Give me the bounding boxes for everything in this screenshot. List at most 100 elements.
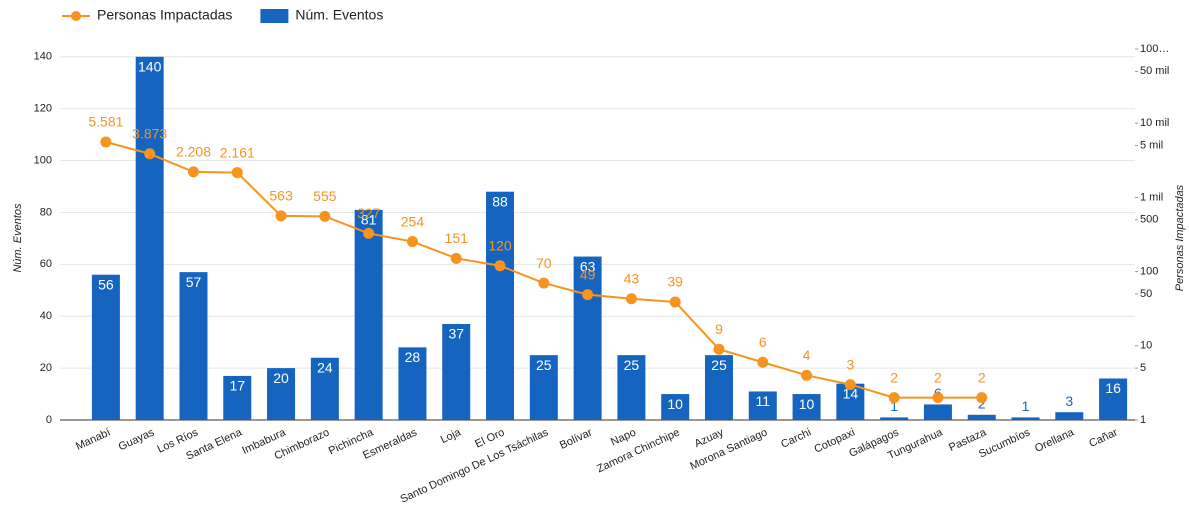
bar-label: 14 [843, 385, 859, 401]
line-label: 327 [357, 205, 381, 221]
line-label: 4 [803, 347, 811, 363]
line-point [801, 369, 813, 381]
x-tick-label: Cañar [1087, 426, 1120, 450]
line-point [100, 136, 112, 148]
line-label: 43 [624, 270, 640, 286]
y-axis-title: Núm. Eventos [12, 203, 24, 273]
bar [617, 355, 646, 420]
x-tick-label: Guayas [117, 426, 157, 453]
line-point [932, 392, 944, 404]
line-point [144, 148, 156, 160]
line-point [976, 392, 988, 404]
bar [704, 355, 733, 420]
line-label: 254 [401, 213, 425, 229]
bar-label: 25 [536, 357, 552, 373]
line-label: 6 [759, 334, 767, 350]
bar-label: 10 [667, 396, 683, 412]
y2-tick-label: 100… [1140, 43, 1169, 55]
x-tick-label: Morona Santiago [688, 426, 769, 472]
y2-axis-title: Personas Impactadas [1174, 184, 1186, 291]
line-label: 2 [890, 369, 898, 385]
line-label: 2 [934, 369, 942, 385]
line-point [888, 392, 900, 404]
bar [923, 404, 952, 420]
x-tick-label: Manabí [74, 426, 112, 452]
legend-label: Personas Impactadas [97, 7, 232, 23]
bar [967, 414, 996, 420]
legend-marker [260, 9, 289, 23]
y-tick-label: 40 [40, 310, 52, 322]
bar [179, 272, 208, 420]
y-tick-label: 60 [40, 258, 52, 270]
line-point [275, 210, 287, 222]
bar-label: 88 [492, 193, 508, 209]
bar [398, 347, 427, 420]
bar-label: 57 [186, 274, 202, 290]
legend-marker [71, 11, 81, 21]
bar-label: 1 [1022, 398, 1030, 414]
bar-label: 20 [273, 370, 289, 386]
line-label: 70 [536, 255, 552, 271]
x-tick-label: Bolívar [558, 426, 594, 451]
y2-tick-label: 50 mil [1140, 65, 1169, 77]
bar [1099, 378, 1128, 420]
bar [354, 209, 383, 420]
y-tick-label: 20 [40, 362, 52, 374]
bar [267, 368, 296, 420]
x-tick-label: Loja [439, 426, 464, 446]
y2-tick-label: 5 [1140, 362, 1146, 374]
line-point [669, 296, 681, 308]
line-point [757, 356, 769, 368]
bar [135, 56, 164, 421]
bar-label: 2 [978, 396, 986, 412]
bar-label: 140 [138, 58, 162, 74]
bar-label: 25 [624, 357, 640, 373]
y-tick-label: 0 [46, 414, 52, 426]
bar-label: 28 [405, 349, 421, 365]
bar-label: 37 [448, 326, 464, 342]
bar [1011, 417, 1040, 420]
line-label: 2.208 [176, 144, 211, 160]
bar-label: 17 [229, 378, 245, 394]
line-point [538, 277, 550, 289]
y2-tick-label: 10 [1140, 340, 1152, 352]
y2-tick-label: 100 [1140, 266, 1158, 278]
line-point [319, 210, 331, 222]
bar-label: 1 [890, 398, 898, 414]
line-label: 3.873 [132, 125, 167, 141]
bar [442, 324, 471, 420]
bar-label: 16 [1105, 380, 1121, 396]
x-tick-label: Zamora Chinchipe [595, 426, 682, 475]
bar-label: 81 [361, 212, 377, 228]
line-label: 9 [715, 321, 723, 337]
bar [310, 357, 339, 420]
bar [1055, 412, 1084, 420]
line-label: 2.161 [220, 144, 255, 160]
y2-tick-label: 1 [1140, 414, 1146, 426]
x-tick-label: Napo [609, 426, 638, 448]
bar-label: 63 [580, 258, 596, 274]
bar [91, 274, 120, 420]
line-point [494, 260, 506, 272]
bar-label: 24 [317, 359, 333, 375]
y-tick-label: 100 [34, 154, 52, 166]
x-tick-label: Carchi [779, 426, 813, 450]
line-label: 563 [269, 188, 293, 204]
legend-label: Núm. Eventos [295, 7, 383, 23]
bar [880, 417, 909, 420]
bar [748, 391, 777, 420]
y2-tick-label: 1 mil [1140, 191, 1163, 203]
y-tick-label: 140 [34, 51, 52, 63]
bar [573, 256, 602, 420]
line-point [844, 379, 856, 391]
line-label: 151 [445, 230, 469, 246]
bar [486, 191, 515, 420]
line-point [406, 236, 418, 248]
bar-label: 10 [799, 396, 815, 412]
y2-tick-label: 500 [1140, 214, 1158, 226]
line-label: 2 [978, 369, 986, 385]
bar-label: 3 [1065, 393, 1073, 409]
line-point [231, 167, 243, 179]
y-tick-label: 120 [34, 103, 52, 115]
